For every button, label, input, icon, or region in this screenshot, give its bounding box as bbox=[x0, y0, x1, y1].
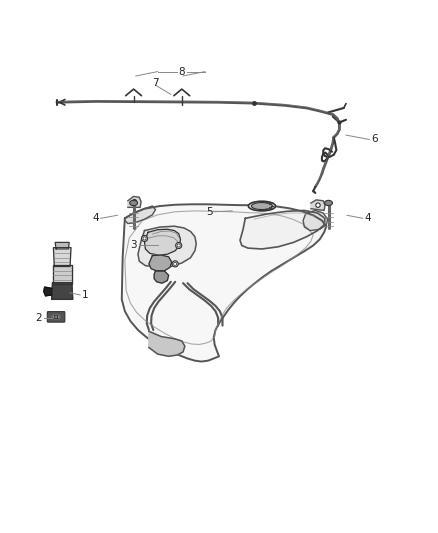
Ellipse shape bbox=[55, 316, 57, 318]
Text: 6: 6 bbox=[371, 134, 378, 144]
Polygon shape bbox=[53, 248, 71, 266]
Polygon shape bbox=[55, 243, 69, 249]
Text: 7: 7 bbox=[152, 77, 159, 87]
Ellipse shape bbox=[132, 199, 137, 204]
Ellipse shape bbox=[325, 200, 332, 206]
Ellipse shape bbox=[316, 203, 320, 207]
Polygon shape bbox=[128, 197, 141, 207]
Polygon shape bbox=[311, 200, 325, 211]
Ellipse shape bbox=[141, 236, 148, 241]
Polygon shape bbox=[125, 206, 155, 223]
Ellipse shape bbox=[130, 200, 138, 206]
Text: 4: 4 bbox=[92, 213, 99, 223]
Ellipse shape bbox=[143, 237, 146, 240]
Ellipse shape bbox=[53, 316, 54, 318]
Polygon shape bbox=[154, 271, 169, 283]
Text: 1: 1 bbox=[82, 290, 89, 300]
Polygon shape bbox=[145, 229, 180, 255]
Ellipse shape bbox=[176, 243, 182, 248]
Polygon shape bbox=[240, 211, 325, 249]
Ellipse shape bbox=[172, 261, 178, 267]
Ellipse shape bbox=[52, 314, 60, 319]
Ellipse shape bbox=[58, 316, 60, 318]
Polygon shape bbox=[138, 226, 196, 268]
Ellipse shape bbox=[177, 244, 180, 247]
Ellipse shape bbox=[248, 201, 276, 211]
Text: 5: 5 bbox=[206, 207, 213, 217]
FancyBboxPatch shape bbox=[47, 312, 65, 322]
Polygon shape bbox=[122, 204, 326, 361]
Text: 4: 4 bbox=[364, 213, 371, 223]
Ellipse shape bbox=[173, 262, 177, 265]
Ellipse shape bbox=[251, 203, 272, 209]
Text: 3: 3 bbox=[130, 240, 137, 251]
Text: 8: 8 bbox=[178, 67, 185, 77]
Polygon shape bbox=[52, 282, 73, 300]
Polygon shape bbox=[44, 287, 52, 296]
Polygon shape bbox=[149, 255, 172, 271]
Polygon shape bbox=[53, 265, 72, 284]
Text: 2: 2 bbox=[35, 313, 42, 323]
Polygon shape bbox=[303, 211, 328, 231]
Polygon shape bbox=[149, 332, 185, 356]
